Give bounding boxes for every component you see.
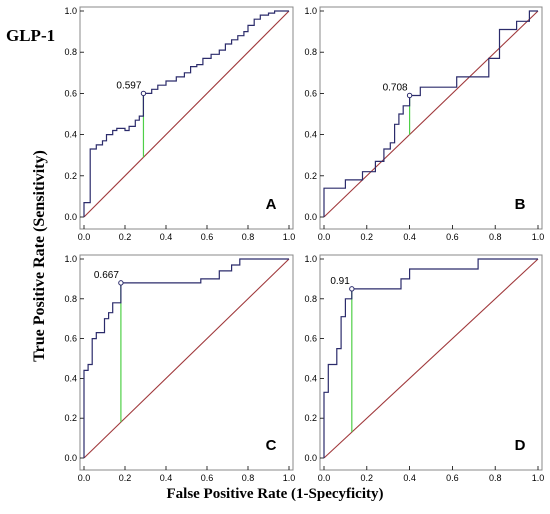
panel-c-y-tick-label: 0.8 [64, 294, 77, 304]
panel-c-x-tick-label: 0.6 [201, 473, 214, 483]
panel-b-y-tick-label: 0.6 [304, 88, 317, 98]
panel-b-diagonal-line [323, 10, 539, 218]
panel-d-x-tick-label: 0.8 [489, 473, 502, 483]
panel-a-diagonal-line [83, 10, 290, 218]
panel-b-cutoff-label: 0.708 [383, 82, 408, 93]
panel-c-x-tick-label: 0.4 [160, 473, 173, 483]
panel-c-frame [79, 254, 294, 471]
panel-c-x-tick-label: 0.0 [78, 473, 91, 483]
panel-a-frame [79, 6, 294, 230]
panel-a-letter: A [266, 196, 277, 213]
panel-c-roc-curve [83, 258, 289, 458]
panel-b-y-tick-label: 1.0 [304, 6, 317, 16]
panel-b-y-tick-label: 0.0 [304, 212, 317, 222]
panel-d-letter: D [515, 437, 526, 454]
panel-c-y-tick-label: 1.0 [64, 254, 77, 264]
panel-c-letter: C [266, 437, 277, 454]
panel-a-cutoff-label: 0.597 [116, 80, 141, 91]
panel-d-y-tick-label: 0.0 [304, 453, 317, 463]
panel-b-y-tick-label: 0.2 [304, 171, 317, 181]
panel-a-y-tick-label: 0.2 [64, 171, 77, 181]
panel-c-cutoff-point [118, 280, 124, 286]
panel-a-y-tick-label: 1.0 [64, 6, 77, 16]
panel-c-x-tick-label: 1.0 [283, 473, 296, 483]
panel-c-y-tick-label: 0.2 [64, 413, 77, 423]
panel-b-letter: B [515, 196, 526, 213]
panel-d-frame [319, 254, 543, 471]
panel-c-y-tick-label: 0.6 [64, 334, 77, 344]
panel-d-x-tick-label: 1.0 [532, 473, 545, 483]
panel-c-diagonal-line [83, 258, 290, 459]
panel-a-x-tick-label: 0.0 [78, 232, 91, 242]
panel-b-roc-curve [323, 10, 538, 217]
panel-b-x-tick-label: 0.2 [361, 232, 374, 242]
panel-b-x-tick-label: 0.4 [403, 232, 416, 242]
panel-d-x-tick-label: 0.4 [403, 473, 416, 483]
panel-a-roc-curve [83, 10, 289, 217]
figure-title: GLP-1 [6, 26, 56, 45]
panel-a-x-tick-label: 0.4 [160, 232, 173, 242]
panel-b-frame [319, 6, 543, 230]
panel-b-x-tick-label: 0.0 [318, 232, 331, 242]
panel-d-y-tick-label: 0.6 [304, 334, 317, 344]
panel-d-y-tick-label: 0.4 [304, 373, 317, 383]
panel-d-x-tick-label: 0.0 [318, 473, 331, 483]
panel-d-x-tick-label: 0.2 [361, 473, 374, 483]
panel-a-y-tick-label: 0.0 [64, 212, 77, 222]
panel-a-x-tick-label: 0.2 [119, 232, 132, 242]
panel-a-x-tick-label: 0.6 [201, 232, 214, 242]
panel-d-y-tick-label: 0.2 [304, 413, 317, 423]
panel-b-x-tick-label: 1.0 [532, 232, 545, 242]
panel-d-diagonal-line [323, 258, 539, 459]
panel-c-x-tick-label: 0.8 [242, 473, 255, 483]
panel-c-y-tick-label: 0.4 [64, 373, 77, 383]
panel-a-y-tick-label: 0.6 [64, 88, 77, 98]
panel-a-cutoff-point [140, 90, 147, 97]
panel-b-x-tick-label: 0.6 [446, 232, 459, 242]
panel-d-y-tick-label: 1.0 [304, 254, 317, 264]
panel-d-y-tick-label: 0.8 [304, 294, 317, 304]
panel-a-x-tick-label: 0.8 [242, 232, 255, 242]
panel-b-y-tick-label: 0.4 [304, 130, 317, 140]
panel-d-roc-curve [323, 258, 538, 458]
panel-a-y-tick-label: 0.8 [64, 47, 77, 57]
panel-b-cutoff-point [406, 92, 413, 99]
panel-c-x-tick-label: 0.2 [119, 473, 132, 483]
panel-a-y-tick-label: 0.4 [64, 130, 77, 140]
panel-b-x-tick-label: 0.8 [489, 232, 502, 242]
panel-c-y-tick-label: 0.0 [64, 453, 77, 463]
panel-d-cutoff-label: 0.91 [330, 276, 350, 287]
panel-b-y-tick-label: 0.8 [304, 47, 317, 57]
panel-d-x-tick-label: 0.6 [446, 473, 459, 483]
panel-a-x-tick-label: 1.0 [283, 232, 296, 242]
x-axis-label: False Positive Rate (1-Specyficity) [166, 486, 384, 502]
panel-d-cutoff-point [349, 286, 355, 292]
panel-c-cutoff-label: 0.667 [94, 270, 119, 281]
